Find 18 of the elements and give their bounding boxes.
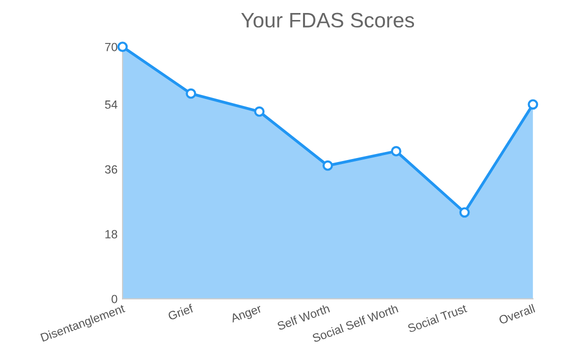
point — [254, 106, 265, 117]
point — [528, 99, 538, 110]
point — [117, 42, 128, 52]
x-tick-label: Overall — [498, 304, 536, 324]
y-tick-label: 54 — [105, 100, 118, 109]
y-tick-label: 36 — [105, 165, 118, 174]
point — [459, 207, 470, 218]
x-tick-label: Anger — [230, 304, 263, 325]
x-tick-label: Social Trust — [407, 304, 468, 333]
y-tick-label: 0 — [112, 294, 118, 304]
x-tick-label: Self Worth — [276, 304, 330, 330]
point — [390, 146, 402, 156]
y-tick-label: 18 — [105, 230, 118, 238]
x-tick-label: Grief — [167, 304, 194, 320]
point — [186, 88, 196, 99]
y-tick-label: 70 — [105, 42, 118, 52]
chart-title: Your FDAS Scores — [241, 12, 414, 28]
point — [322, 160, 333, 171]
